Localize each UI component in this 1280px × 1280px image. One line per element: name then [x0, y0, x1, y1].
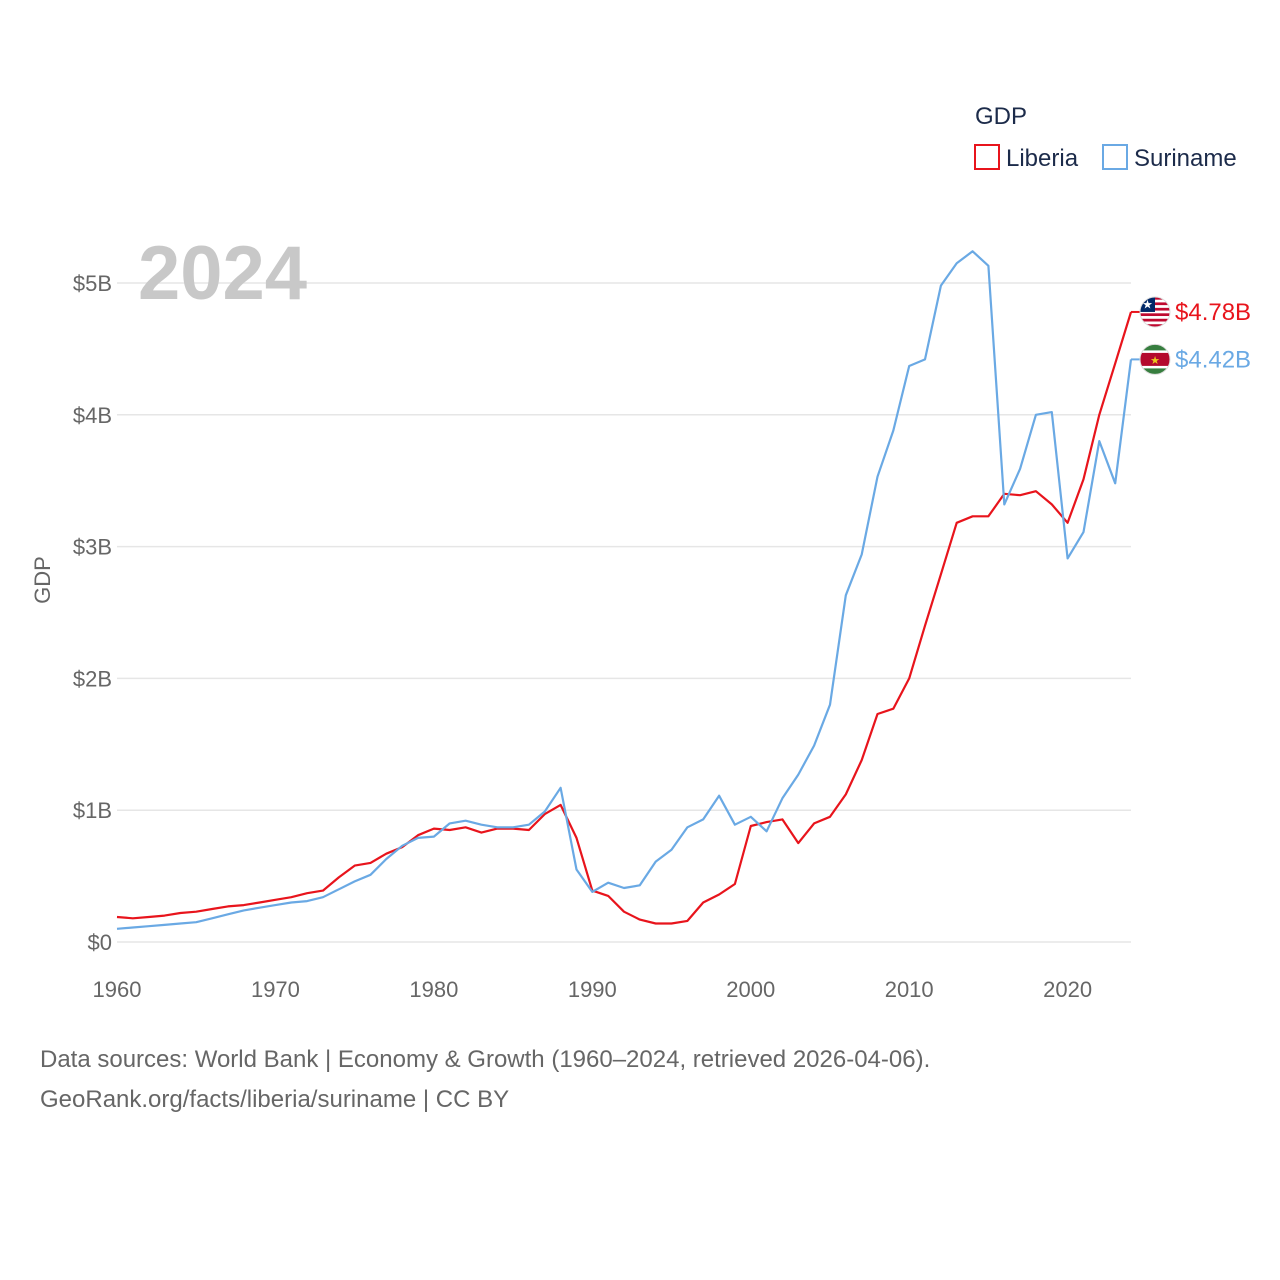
legend-swatch-suriname: [1102, 144, 1128, 170]
series-lines: [116, 250, 1133, 930]
legend-label-suriname: Suriname: [1134, 145, 1237, 172]
series-line-suriname: [116, 250, 1133, 930]
data-source-text: Data sources: World Bank | Economy & Gro…: [40, 1046, 931, 1073]
year-label: 2024: [138, 231, 307, 316]
legend-title: GDP: [975, 103, 1027, 130]
legend-swatch-liberia: [974, 144, 1000, 170]
x-tick-label: 2010: [885, 977, 934, 1002]
series-line-liberia: [116, 311, 1133, 925]
svg-text:★: ★: [1142, 297, 1153, 311]
gridlines: [117, 282, 1131, 943]
y-tick-label: $3B: [73, 535, 112, 560]
y-tick-label: $4B: [73, 403, 112, 428]
x-tick-label: 2020: [1043, 977, 1092, 1002]
x-tick-label: 1990: [568, 977, 617, 1002]
footer: Data sources: World Bank | Economy & Gro…: [40, 1040, 930, 1120]
y-tick-label: $5B: [73, 271, 112, 296]
x-tick-label: 1980: [409, 977, 458, 1002]
end-value-label-liberia: $4.78B: [1175, 299, 1251, 326]
y-tick-label: $1B: [73, 798, 112, 823]
y-tick-label: $2B: [73, 666, 112, 691]
y-tick-label: $0: [88, 930, 112, 955]
end-value-label-suriname: $4.42B: [1175, 346, 1251, 373]
x-tick-label: 1960: [93, 977, 142, 1002]
legend[interactable]: GDP Liberia Suriname: [974, 103, 1237, 172]
x-tick-label: 2000: [726, 977, 775, 1002]
y-axis-ticks: $0 $1B $2B $3B $4B $5B: [73, 271, 112, 955]
suriname-flag-icon: ★: [1139, 343, 1171, 375]
svg-text:★: ★: [1150, 355, 1160, 367]
attribution-text: GeoRank.org/facts/liberia/suriname | CC …: [40, 1086, 510, 1113]
legend-item-suriname[interactable]: Suriname: [1102, 144, 1237, 172]
x-tick-label: 1970: [251, 977, 300, 1002]
liberia-flag-icon: ★: [1139, 296, 1171, 328]
y-axis-label: GDP: [30, 556, 55, 604]
legend-label-liberia: Liberia: [1006, 145, 1079, 172]
series-end-labels: ★ $4.78B ★ $4.42B: [1131, 296, 1251, 375]
legend-item-liberia[interactable]: Liberia: [974, 144, 1079, 172]
x-axis-ticks: 1960 1970 1980 1990 2000 2010 2020: [93, 977, 1093, 1002]
